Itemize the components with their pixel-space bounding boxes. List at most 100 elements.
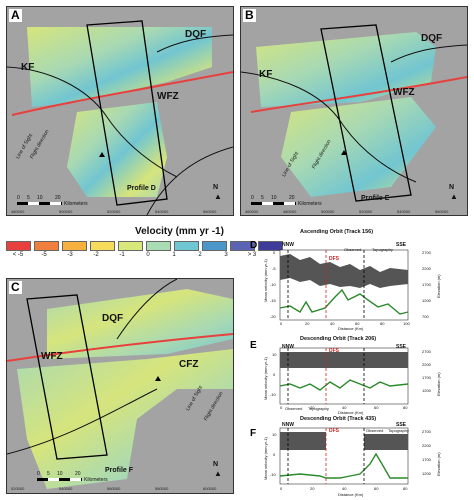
profile-e-xlabel: Distance (Km) bbox=[338, 410, 364, 415]
profile-e-nnw: NNW bbox=[282, 344, 294, 350]
panel-c-label: C bbox=[9, 280, 22, 294]
fault-wfz-label-b: WFZ bbox=[393, 87, 415, 98]
profile-d-fault: DFS bbox=[329, 256, 339, 262]
profile-e-xtick-1: 20 bbox=[310, 405, 315, 410]
scale-5-c: 5 bbox=[47, 471, 50, 477]
xtick-a-2: 520000 bbox=[107, 209, 121, 214]
profile-f-xtick-1: 20 bbox=[310, 486, 315, 491]
map-c-graphic bbox=[7, 279, 233, 493]
profile-d-legend-observed: Observed bbox=[344, 247, 362, 252]
profile-f-ylabel: Mean velocity (mm yr-1) bbox=[263, 437, 268, 480]
legend-label-4: -1 bbox=[119, 252, 125, 258]
profile-f-xtick-0: 0 bbox=[280, 486, 283, 491]
profile-d-xtick-0: 0 bbox=[280, 321, 283, 326]
fault-dqf-label-b: DQF bbox=[421, 33, 443, 44]
profile-d-y2tick-0: 2700 bbox=[422, 250, 431, 255]
profile-d-xtick-4: 80 bbox=[380, 321, 385, 326]
scale-10-b: 10 bbox=[271, 195, 277, 201]
legend-title: Velocity (mm yr -1) bbox=[135, 226, 224, 237]
profile-f-xtick-4: 80 bbox=[403, 486, 408, 491]
profile-d-xtick-1: 20 bbox=[305, 321, 310, 326]
legend-swatch-0 bbox=[6, 241, 31, 251]
scale-bar-c bbox=[37, 478, 82, 481]
scale-5-a: 5 bbox=[27, 195, 30, 201]
profile-d-panel-label: D bbox=[250, 240, 258, 251]
profile-f-legend-observed: Observed bbox=[366, 428, 384, 433]
profile-e-plot bbox=[279, 347, 409, 405]
profile-e-xtick-0: 0 bbox=[280, 405, 283, 410]
panel-a-label: A bbox=[9, 8, 22, 22]
profile-e-y2tick-1: 2200 bbox=[422, 362, 431, 367]
profile-f-y2label: Elevation (m) bbox=[436, 452, 441, 476]
profile-f-sse: SSE bbox=[396, 422, 407, 428]
scale-20-c: 20 bbox=[75, 471, 81, 477]
profile-f-xlabel: Distance (Km) bbox=[338, 492, 364, 497]
profile-e-panel-label: E bbox=[250, 340, 257, 351]
profile-e-y2tick-0: 2700 bbox=[422, 349, 431, 354]
profile-e-y2label: Elevation (m) bbox=[436, 372, 441, 396]
profile-e-y2tick-2: 1700 bbox=[422, 375, 431, 380]
map-panel-c: C DQF WFZ CFZ Profile F Line of Sight Fl… bbox=[6, 278, 234, 494]
profile-d-y2label: Elevation (m) bbox=[436, 274, 441, 298]
profile-d-xlabel: Distance (Km) bbox=[338, 326, 364, 331]
scale-20-a: 20 bbox=[55, 195, 61, 201]
legend-label-7: 2 bbox=[198, 252, 202, 258]
xtick-a-4: 560000 bbox=[203, 209, 217, 214]
xtick-b-4: 540000 bbox=[397, 209, 411, 214]
map-a-graphic bbox=[7, 7, 233, 215]
profile-d-xtick-3: 60 bbox=[355, 321, 360, 326]
scale-5-b: 5 bbox=[261, 195, 264, 201]
profile-d-y2tick-1: 2200 bbox=[422, 266, 431, 271]
legend-color-scale bbox=[6, 241, 286, 251]
profile-e-ytick-2: -10 bbox=[270, 392, 276, 397]
scale-0-a: 0 bbox=[17, 195, 20, 201]
profile-d-legend-topography: Topography bbox=[372, 247, 393, 252]
profile-f-ytick-1: 0 bbox=[273, 452, 276, 457]
xtick-a-3: 540000 bbox=[155, 209, 169, 214]
profile-f-y2tick-2: 1700 bbox=[422, 457, 431, 462]
scale-unit-c: Kilometers bbox=[84, 477, 108, 483]
profile-f-xtick-3: 60 bbox=[374, 486, 379, 491]
legend-label-0: < -5 bbox=[12, 252, 24, 258]
scale-unit-b: Kilometers bbox=[298, 201, 322, 207]
fault-kf-label-b: KF bbox=[259, 69, 273, 80]
profile-d-xtick-2: 40 bbox=[330, 321, 335, 326]
profile-e-label: Profile E bbox=[361, 195, 390, 202]
xtick-c-3: 580000 bbox=[155, 486, 169, 491]
profile-d-sse: SSE bbox=[396, 242, 407, 248]
legend-swatch-8 bbox=[230, 241, 255, 251]
scale-0-c: 0 bbox=[37, 471, 40, 477]
legend-swatch-4 bbox=[118, 241, 143, 251]
xtick-b-5: 560000 bbox=[435, 209, 449, 214]
profile-d-y2tick-2: 1700 bbox=[422, 282, 431, 287]
profile-d-ytick-2: -10 bbox=[270, 282, 276, 287]
profile-f-legend-topography: Topography bbox=[388, 428, 409, 433]
profile-f-y2tick-1: 2200 bbox=[422, 443, 431, 448]
map-b-graphic bbox=[241, 7, 467, 215]
profile-d-ytick-4: -20 bbox=[270, 314, 276, 319]
scale-bar-b bbox=[251, 202, 296, 205]
fault-dqf-label-a: DQF bbox=[185, 29, 207, 40]
legend-swatch-1 bbox=[34, 241, 59, 251]
profile-e-y2tick-3: 1200 bbox=[422, 388, 431, 393]
legend-label-9: > 3 bbox=[247, 252, 257, 258]
profile-d-y2tick-3: 1200 bbox=[422, 298, 431, 303]
profile-e-xtick-3: 60 bbox=[374, 405, 379, 410]
profile-d-ytick-0: 0 bbox=[273, 250, 276, 255]
xtick-b-3: 520000 bbox=[359, 209, 373, 214]
profile-f-nnw: NNW bbox=[282, 422, 294, 428]
north-arrow-c: N bbox=[213, 461, 219, 468]
profile-d-xtick-5: 100 bbox=[403, 321, 410, 326]
profile-d-plot bbox=[279, 249, 409, 321]
profile-f-y2tick-3: 1200 bbox=[422, 471, 431, 476]
scale-10-c: 10 bbox=[57, 471, 63, 477]
scale-10-a: 10 bbox=[37, 195, 43, 201]
profile-e-fault: DFS bbox=[329, 348, 339, 354]
profile-e-legend-observed: Observed bbox=[285, 406, 303, 411]
profile-e-ytick-0: 10 bbox=[272, 352, 277, 357]
profile-f-plot bbox=[279, 427, 409, 485]
xtick-b-0: 460000 bbox=[245, 209, 259, 214]
profile-e-xtick-2: 40 bbox=[342, 405, 347, 410]
north-arrow-b: N bbox=[449, 184, 455, 191]
profile-f-y2tick-0: 2700 bbox=[422, 429, 431, 434]
